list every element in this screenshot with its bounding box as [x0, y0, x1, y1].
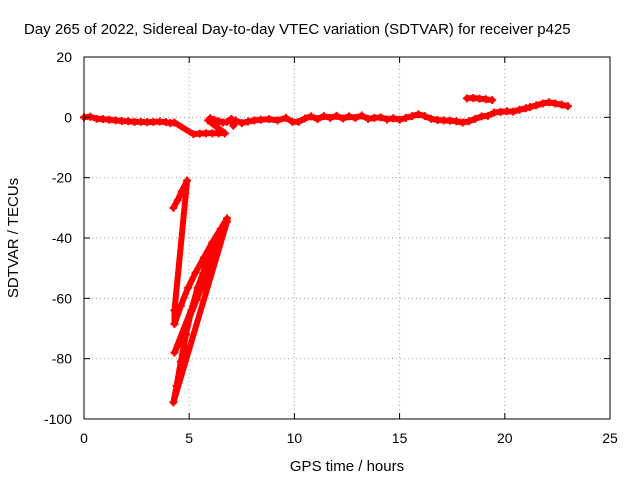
- data-point: [184, 283, 193, 292]
- data-point: [216, 224, 225, 233]
- data-point: [173, 196, 182, 205]
- data-point: [458, 118, 467, 127]
- data-point: [526, 103, 535, 112]
- y-tick-label: -40: [52, 230, 72, 246]
- data-point: [187, 306, 196, 315]
- data-point: [483, 111, 492, 120]
- data-point: [256, 115, 265, 124]
- data-point: [206, 114, 215, 123]
- data-point: [210, 116, 219, 125]
- x-tick-label: 25: [602, 430, 618, 446]
- data-point: [227, 114, 236, 123]
- data-point: [401, 113, 410, 122]
- data-point: [326, 113, 335, 122]
- data-point: [210, 249, 219, 258]
- data-point: [300, 114, 309, 123]
- y-tick-label: -60: [52, 290, 72, 306]
- data-point: [345, 112, 354, 121]
- data-point: [199, 253, 208, 262]
- data-point: [338, 114, 347, 123]
- data-point: [389, 114, 398, 123]
- x-tick-label: 5: [185, 430, 193, 446]
- data-point: [488, 96, 497, 105]
- data-point: [551, 99, 560, 108]
- data-point: [192, 295, 201, 304]
- y-tick-label: 0: [64, 109, 72, 125]
- data-point: [172, 381, 181, 390]
- data-point: [176, 335, 185, 344]
- data-point: [169, 398, 178, 407]
- data-point: [169, 203, 178, 212]
- data-point: [307, 112, 316, 121]
- data-points: [80, 94, 572, 407]
- data-point: [465, 117, 474, 126]
- data-point: [170, 306, 179, 315]
- data-point: [357, 111, 366, 120]
- data-point: [217, 226, 226, 235]
- data-point: [86, 112, 95, 121]
- data-point: [229, 121, 238, 130]
- data-point: [170, 118, 179, 127]
- data-point: [191, 268, 200, 277]
- data-point: [408, 112, 417, 121]
- data-point: [420, 112, 429, 121]
- x-tick-label: 20: [497, 430, 513, 446]
- data-point: [176, 357, 185, 366]
- data-point: [319, 112, 328, 121]
- data-point: [214, 117, 223, 126]
- y-tick-label: -100: [44, 411, 72, 427]
- data-point: [294, 117, 303, 126]
- axis-ticks: 0 5 10 15 20 25 -100 -80 -60 -40 -20 0 20: [44, 49, 618, 446]
- data-point: [231, 116, 240, 125]
- data-point: [532, 101, 541, 110]
- data-point: [509, 107, 518, 116]
- data-point: [237, 119, 246, 128]
- data-point: [557, 100, 566, 109]
- data-point: [521, 104, 530, 113]
- data-point: [170, 348, 179, 357]
- data-point: [183, 176, 192, 185]
- data-point: [427, 114, 436, 123]
- data-point: [193, 283, 202, 292]
- y-axis-label: SDTVAR / TECUs: [5, 178, 22, 298]
- data-point: [176, 301, 185, 310]
- data-point: [395, 115, 404, 124]
- data-point: [515, 105, 524, 114]
- data-point: [220, 129, 229, 138]
- data-point: [382, 115, 391, 124]
- data-point: [538, 99, 547, 108]
- x-tick-label: 10: [287, 430, 303, 446]
- data-point: [273, 116, 282, 125]
- data-point: [182, 330, 191, 339]
- y-tick-label: 20: [56, 49, 72, 65]
- data-point: [332, 111, 341, 120]
- x-tick-label: 0: [80, 430, 88, 446]
- data-point: [202, 271, 211, 280]
- data-point: [202, 261, 211, 270]
- data-point: [177, 187, 186, 196]
- y-tick-label: -20: [52, 170, 72, 186]
- data-point: [471, 114, 480, 123]
- data-point: [244, 117, 253, 126]
- data-point: [544, 98, 553, 107]
- data-point: [281, 113, 290, 122]
- data-point: [452, 117, 461, 126]
- data-point: [210, 240, 219, 249]
- chart-title: Day 265 of 2022, Sidereal Day-to-day VTE…: [24, 21, 571, 38]
- x-axis-label: GPS time / hours: [290, 458, 404, 475]
- data-point: [563, 102, 572, 111]
- y-tick-label: -80: [52, 351, 72, 367]
- data-point: [351, 113, 360, 122]
- data-point: [313, 115, 322, 124]
- data-point: [265, 115, 274, 124]
- data-point: [414, 110, 423, 119]
- data-point: [184, 316, 193, 325]
- data-point: [223, 217, 232, 226]
- data-point: [223, 117, 232, 126]
- x-tick-label: 15: [392, 430, 408, 446]
- data-point: [170, 319, 179, 328]
- data-point: [376, 113, 385, 122]
